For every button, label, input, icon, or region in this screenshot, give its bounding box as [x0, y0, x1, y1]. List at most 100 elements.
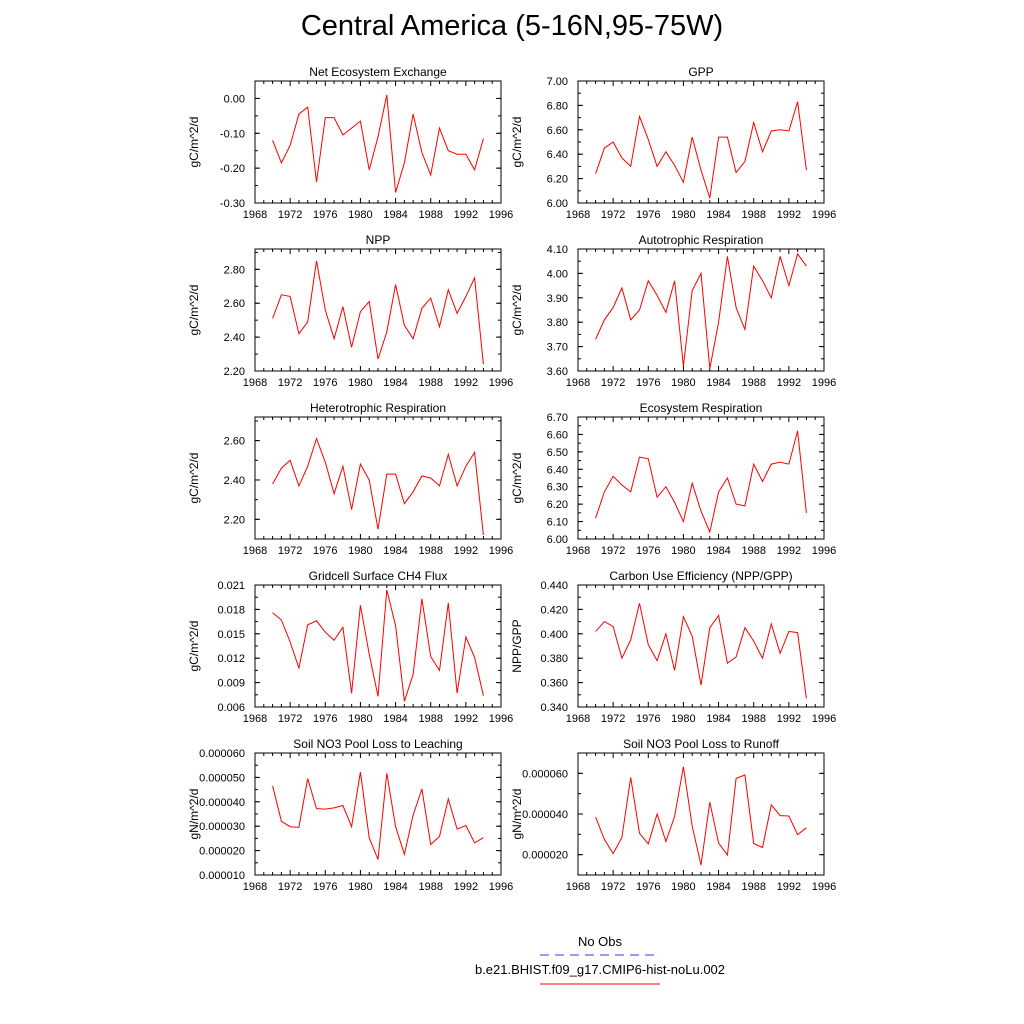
plot-frame	[577, 584, 825, 708]
x-tick-label: 1992	[454, 545, 478, 557]
y-axis-label: gC/m^2/d	[510, 453, 524, 504]
panel-title: Gridcell Surface CH4 Flux	[309, 569, 448, 583]
x-tick-label: 1980	[671, 209, 695, 221]
series-line	[595, 766, 807, 866]
y-axis-label: NPP/GPP	[510, 619, 524, 672]
x-tick-label: 1992	[777, 881, 801, 893]
y-tick-label: -0.20	[220, 163, 245, 175]
x-tick-label: 1980	[348, 209, 372, 221]
x-tick-label: 1996	[489, 545, 513, 557]
panel-title: Carbon Use Efficiency (NPP/GPP)	[609, 569, 792, 583]
panel-title: NPP	[366, 233, 391, 247]
panel-4: Autotrophic Respiration gC/m^2/d 1968 1972 1…	[510, 233, 836, 389]
x-tick-label: 1968	[243, 545, 267, 557]
panel-title: Ecosystem Respiration	[640, 401, 763, 415]
y-tick-label: 0.000010	[199, 870, 245, 882]
x-tick-label: 1992	[777, 377, 801, 389]
y-tick-label: 2.60	[224, 298, 245, 310]
x-tick-label: 1988	[741, 881, 765, 893]
series-line	[595, 603, 807, 699]
x-tick-label: 1972	[278, 545, 302, 557]
y-tick-label: 0.000060	[199, 748, 245, 760]
x-tick-label: 1976	[313, 209, 337, 221]
y-tick-label: 2.80	[224, 264, 245, 276]
x-tick-label: 1984	[383, 209, 407, 221]
x-tick-label: 1992	[777, 545, 801, 557]
x-tick-label: 1988	[418, 545, 442, 557]
x-tick-label: 1968	[243, 881, 267, 893]
y-tick-label: 6.50	[547, 447, 568, 459]
panel-10: Soil NO3 Pool Loss to Runoff gN/m^2/d 1968…	[510, 737, 836, 893]
x-tick-label: 1996	[489, 209, 513, 221]
x-tick-label: 1972	[601, 209, 625, 221]
x-tick-label: 1968	[566, 881, 590, 893]
y-tick-label: 0.000020	[199, 846, 245, 858]
y-axis-label: gC/m^2/d	[187, 117, 201, 168]
x-tick-label: 1988	[418, 881, 442, 893]
y-tick-label: 2.20	[224, 366, 245, 378]
y-tick-label: 0.000040	[522, 809, 568, 821]
y-tick-label: 0.012	[217, 653, 245, 665]
x-tick-label: 1972	[278, 209, 302, 221]
y-tick-label: 0.009	[217, 678, 245, 690]
x-tick-label: 1988	[741, 209, 765, 221]
y-tick-label: 0.021	[217, 580, 245, 592]
x-tick-label: 1980	[671, 713, 695, 725]
y-axis-label: gN/m^2/d	[510, 789, 524, 840]
y-tick-label: 2.60	[224, 436, 245, 448]
x-tick-label: 1992	[777, 713, 801, 725]
x-tick-label: 1972	[601, 377, 625, 389]
y-tick-label: 6.30	[547, 482, 568, 494]
x-tick-label: 1972	[278, 713, 302, 725]
y-tick-label: 6.20	[547, 174, 568, 186]
y-tick-label: 6.00	[547, 198, 568, 210]
x-tick-label: 1980	[671, 545, 695, 557]
x-tick-label: 1980	[348, 545, 372, 557]
y-tick-label: 3.80	[547, 317, 568, 329]
x-tick-label: 1976	[636, 209, 660, 221]
x-tick-label: 1976	[636, 545, 660, 557]
x-tick-label: 1980	[671, 377, 695, 389]
y-axis-label: gC/m^2/d	[187, 621, 201, 672]
y-tick-label: 0.000060	[522, 768, 568, 780]
panel-title: Heterotrophic Respiration	[310, 401, 446, 415]
x-tick-label: 1996	[489, 881, 513, 893]
plot-frame	[254, 248, 502, 372]
y-tick-label: 0.015	[217, 629, 245, 641]
x-tick-label: 1996	[812, 545, 836, 557]
y-axis-label: gC/m^2/d	[187, 285, 201, 336]
x-tick-label: 1992	[454, 377, 478, 389]
x-tick-label: 1984	[383, 713, 407, 725]
plot-frame	[254, 80, 502, 204]
y-tick-label: 6.60	[547, 125, 568, 137]
x-tick-label: 1968	[243, 209, 267, 221]
x-tick-label: 1968	[243, 713, 267, 725]
y-tick-label: 2.40	[224, 475, 245, 487]
series-line	[595, 252, 807, 369]
y-tick-label: 6.40	[547, 464, 568, 476]
y-tick-label: 3.60	[547, 366, 568, 378]
panel-title: Soil NO3 Pool Loss to Leaching	[293, 737, 462, 751]
x-tick-label: 1996	[489, 377, 513, 389]
panel-5: Heterotrophic Respiration gC/m^2/d 1968 197…	[187, 401, 513, 557]
series-line	[272, 589, 484, 702]
x-tick-label: 1988	[418, 713, 442, 725]
x-tick-label: 1972	[278, 881, 302, 893]
x-tick-label: 1988	[741, 713, 765, 725]
y-tick-label: 3.90	[547, 293, 568, 305]
y-tick-label: 4.10	[547, 244, 568, 256]
panel-6: Ecosystem Respiration gC/m^2/d 1968 1972 197…	[510, 401, 836, 557]
y-tick-label: 6.00	[547, 534, 568, 546]
x-tick-label: 1996	[812, 713, 836, 725]
y-tick-label: 7.00	[547, 76, 568, 88]
y-tick-label: 0.018	[217, 604, 245, 616]
series-line	[272, 437, 484, 536]
y-tick-label: 0.000050	[199, 772, 245, 784]
x-tick-label: 1988	[741, 545, 765, 557]
y-tick-label: 0.00	[224, 93, 245, 105]
plot-frame	[254, 416, 502, 540]
x-tick-label: 1968	[566, 209, 590, 221]
y-tick-label: 0.440	[540, 580, 568, 592]
x-tick-label: 1984	[706, 209, 730, 221]
